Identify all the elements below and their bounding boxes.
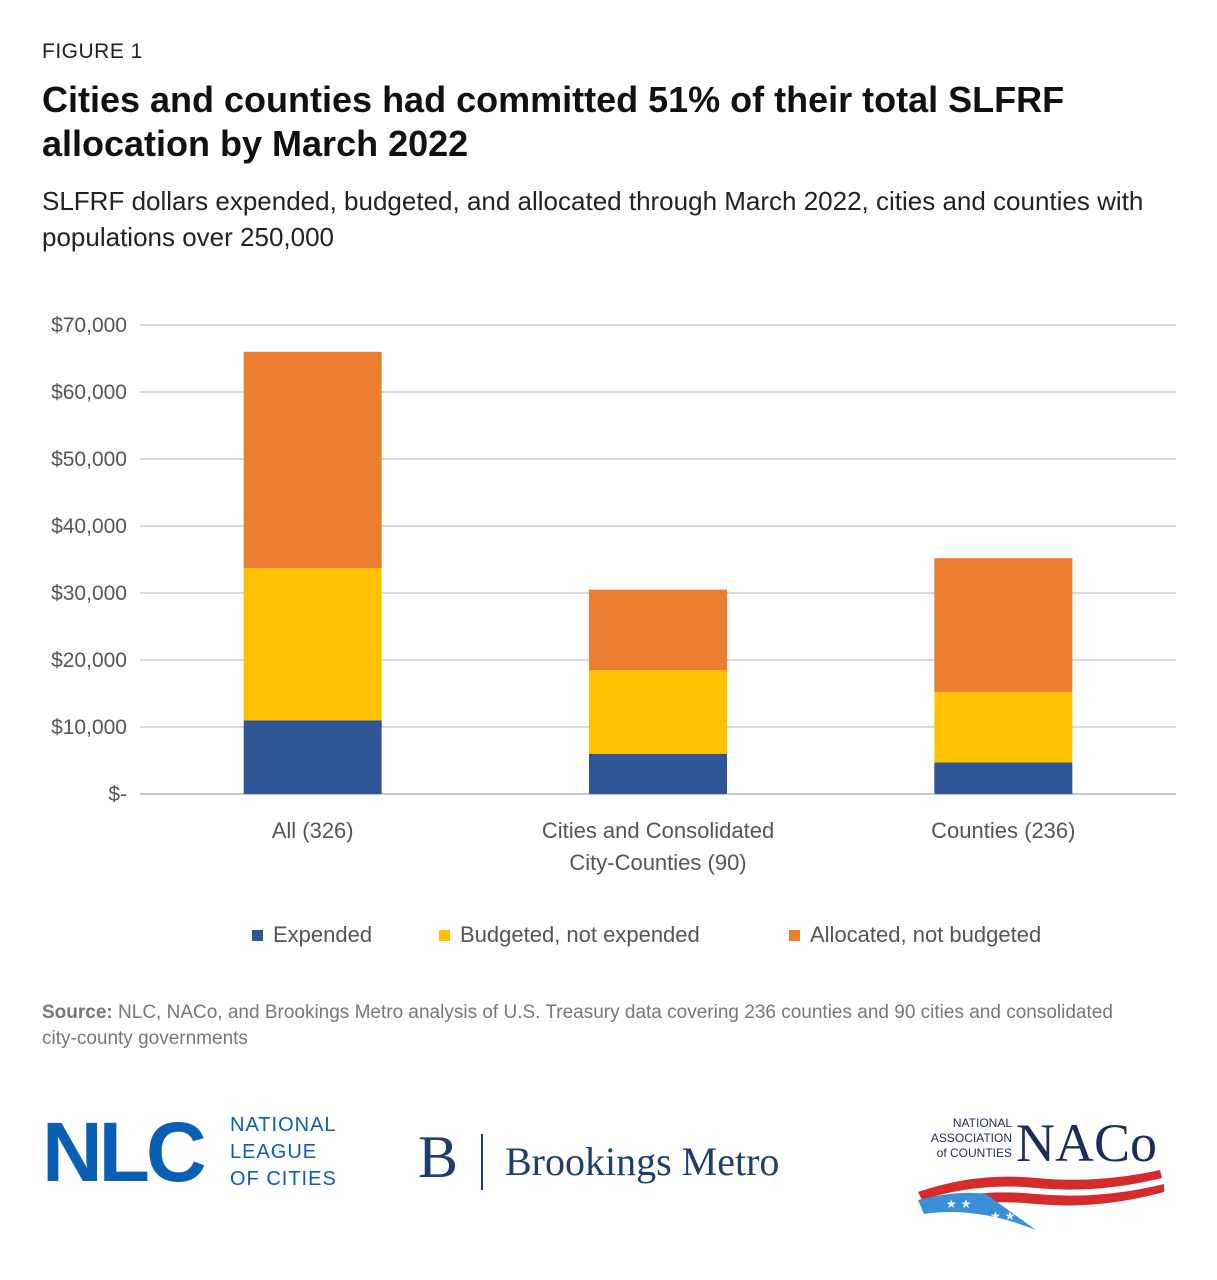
naco-logo-mark: NACo [1016,1113,1158,1173]
y-tick-label: $40,000 [51,515,127,538]
legend-label-allocated: Allocated, not budgeted [810,922,1042,947]
bar-segment-budgeted [589,670,727,754]
bar-segment-budgeted [243,568,382,721]
bar-segment-allocated [243,351,382,569]
source-label: Source: [42,1002,113,1023]
svg-text:★ ★: ★ ★ [990,1209,1015,1223]
nlc-logo-line-2: LEAGUE [230,1141,318,1163]
bar-segment-expended [934,762,1073,794]
x-category-label: All (326) [272,818,354,843]
brookings-logo-mark: B [418,1124,459,1190]
bar-segment-expended [243,720,382,794]
stacked-bar-chart: $- $10,000 $20,000 $30,000 $40,000 $50,000 $60… [51,314,1176,875]
bar-segment-allocated [589,589,727,671]
bar-segment-expended [589,753,727,794]
bar-segment-budgeted [934,692,1073,763]
x-category-label: Cities and Consolidated [542,818,774,843]
flag-swoosh-icon: ★ ★ ★ ★ [918,1170,1164,1230]
legend-label-expended: Expended [273,922,373,947]
source-note: Source: NLC, NACo, and Brookings Metro a… [42,1000,1142,1052]
chart-subtitle: SLFRF dollars expended, budgeted, and al… [42,186,1144,252]
y-tick-label: $30,000 [51,582,127,605]
naco-logo-line-3: of COUNTIES [936,1146,1012,1160]
y-tick-label: $50,000 [51,448,127,471]
legend-swatch-budgeted [439,929,450,941]
source-text: NLC, NACo, and Brookings Metro analysis … [42,1002,1113,1049]
naco-logo: NATIONAL ASSOCIATION of COUNTIES NACo ★ … [912,1114,1182,1244]
legend-swatch-expended [252,929,263,941]
nlc-logo-line-1: NATIONAL [230,1114,337,1136]
nlc-logo-mark: NLC [42,1105,207,1199]
y-tick-label: $- [108,783,127,806]
y-tick-label: $70,000 [51,314,127,337]
x-category-label: Counties (236) [931,818,1075,843]
bar-segment-allocated [934,558,1073,693]
logo-row: NLC NATIONAL LEAGUE OF CITIES B Brooking… [0,1100,1217,1250]
nlc-logo-line-3: OF CITIES [230,1168,337,1190]
naco-logo-line-2: ASSOCIATION [930,1131,1012,1145]
svg-text:★ ★: ★ ★ [946,1197,971,1211]
legend-label-budgeted: Budgeted, not expended [460,922,700,947]
legend-item-allocated: Allocated, not budgeted [789,922,1041,948]
nlc-logo-text: NATIONAL LEAGUE OF CITIES [230,1112,337,1193]
y-tick-label: $10,000 [51,716,127,739]
chart-title: Cities and counties had committed 51% of… [42,79,1065,164]
chart-legend: Expended Budgeted, not expended Allocate… [0,922,1217,956]
naco-logo-line-1: NATIONAL [952,1116,1012,1130]
y-tick-label: $20,000 [51,649,127,672]
brookings-logo-text: Brookings Metro [505,1139,780,1184]
legend-item-budgeted: Budgeted, not expended [439,922,700,948]
brookings-logo-divider [481,1134,483,1190]
x-category-label: City-Counties (90) [569,850,746,875]
figure-label: FIGURE 1 [42,40,143,63]
legend-item-expended: Expended [252,922,372,948]
naco-logo-text: NATIONAL ASSOCIATION of COUNTIES [912,1116,1012,1161]
y-tick-label: $60,000 [51,381,127,404]
legend-swatch-allocated [789,929,800,941]
